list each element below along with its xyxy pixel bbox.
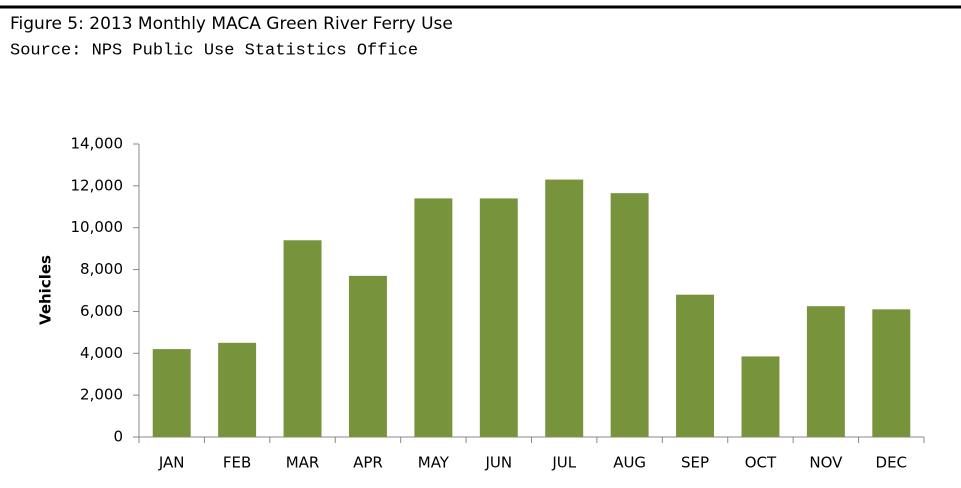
x-tick-label: SEP [681,454,709,472]
bar [610,193,649,437]
y-tick-label: 2,000 [80,386,123,404]
x-tick-label: MAR [286,454,320,472]
bar [545,179,584,438]
y-tick-label: 4,000 [80,344,123,362]
bar [479,198,518,437]
chart-title: Figure 5: 2013 Monthly MACA Green River … [10,14,453,34]
x-tick-label: OCT [745,454,777,472]
x-tick-label: MAY [418,454,450,472]
x-tick-label: APR [353,454,383,472]
bar [806,306,845,437]
chart-subtitle: Source: NPS Public Use Statistics Office [10,41,418,60]
y-tick-label: 0 [113,428,123,446]
x-tick-label: NOV [809,454,843,472]
x-tick-label: JUL [551,454,576,472]
bar [348,275,387,437]
bar [872,309,911,437]
y-tick-label: 10,000 [71,218,124,236]
x-tick-label: FEB [223,454,251,472]
x-tick-label: DEC [876,454,908,472]
x-tick-label: AUG [613,454,646,472]
x-tick-label: JAN [158,454,185,472]
y-tick-label: 14,000 [71,135,124,153]
y-tick-label: 12,000 [71,176,124,194]
bar [676,294,715,437]
bar [741,356,780,437]
bar [152,349,191,437]
bar [283,240,322,437]
y-tick-label: 8,000 [80,260,123,278]
bar [218,342,257,437]
bar [414,198,453,437]
x-tick-label: JUN [484,454,512,472]
y-tick-label: 6,000 [80,302,123,320]
y-axis-label: Vehicles [37,255,55,325]
